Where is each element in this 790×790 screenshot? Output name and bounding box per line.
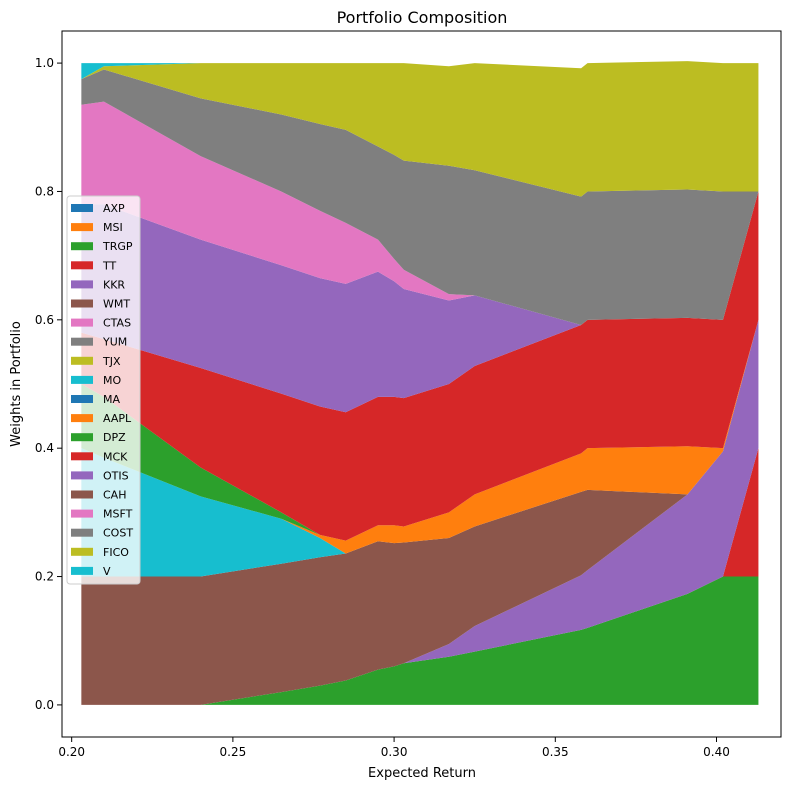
legend-box	[66, 195, 141, 585]
area-mck	[81, 191, 759, 541]
area-wmt	[81, 319, 759, 705]
y-axis-label: Weights in Portfolio	[9, 321, 24, 447]
legend-swatch-v	[71, 566, 93, 575]
legend-swatch-cah	[71, 490, 93, 499]
legend-label-yum: YUM	[102, 336, 127, 349]
x-tick-label: 0.20	[58, 745, 85, 759]
legend-swatch-trgp	[71, 242, 93, 251]
legend-swatch-wmt	[71, 299, 93, 308]
legend-label-cah: CAH	[103, 489, 126, 502]
legend-label-tjx: TJX	[102, 355, 121, 368]
plot-frame	[61, 30, 782, 738]
legend-label-msft: MSFT	[103, 508, 133, 521]
x-tick-label: 0.25	[220, 745, 247, 759]
legend-swatch-mck	[71, 452, 93, 461]
plot-areas	[81, 61, 759, 705]
y-axis: 0.0 0.2 0.4 0.6 0.8 1.0	[35, 56, 62, 712]
legend-swatch-kkr	[71, 280, 93, 289]
area-msft	[81, 101, 759, 325]
legend-label-v: V	[103, 565, 111, 578]
y-tick-label: 0.2	[35, 570, 54, 584]
x-axis-label: Expected Return	[368, 766, 476, 781]
legend-swatch-tt	[71, 261, 93, 270]
legend-label-tt: TT	[102, 259, 117, 272]
x-axis: 0.20 0.25 0.30 0.35 0.40	[58, 737, 730, 759]
legend-label-wmt: WMT	[103, 298, 130, 311]
area-cost	[81, 69, 759, 325]
legend-swatch-cost	[71, 528, 93, 537]
legend-swatch-yum	[71, 337, 93, 346]
legend-swatch-msft	[71, 509, 93, 518]
legend-label-cost: COST	[103, 527, 133, 540]
y-tick-label: 1.0	[35, 56, 54, 70]
area-trgp	[81, 576, 759, 705]
legend-label-kkr: KKR	[103, 278, 125, 291]
x-tick-label: 0.30	[381, 745, 408, 759]
legend-label-ma: MA	[103, 393, 120, 406]
legend-label-msi: MSI	[103, 221, 123, 234]
legend-label-trgp: TRGP	[102, 240, 133, 253]
legend-swatch-ctas	[71, 318, 93, 327]
area-mo	[81, 319, 759, 577]
legend-label-mck: MCK	[103, 450, 128, 463]
legend-label-axp: AXP	[103, 202, 125, 215]
x-tick-label: 0.40	[703, 745, 730, 759]
legend-label-mo: MO	[103, 374, 121, 387]
y-tick-label: 0.6	[35, 313, 54, 327]
legend-label-otis: OTIS	[103, 469, 129, 482]
y-tick-label: 0.4	[35, 441, 54, 455]
legend-swatch-tjx	[71, 356, 93, 365]
legend-swatch-fico	[71, 547, 93, 556]
y-tick-label: 0.8	[35, 184, 54, 198]
legend-label-ctas: CTAS	[103, 317, 131, 330]
legend-label-fico: FICO	[103, 546, 129, 559]
x-tick-label: 0.35	[542, 745, 569, 759]
legend-swatch-axp	[71, 204, 93, 212]
legend-label-dpz: DPZ	[103, 431, 126, 444]
legend-label-aapl: AAPL	[103, 412, 132, 425]
legend-swatch-msi	[71, 223, 93, 232]
legend-swatch-otis	[71, 471, 93, 480]
legend-swatch-ma	[71, 395, 93, 403]
legend-swatch-mo	[71, 375, 93, 384]
area-otis	[81, 191, 759, 413]
legend-swatch-dpz	[71, 433, 93, 442]
chart-title: Portfolio Composition	[337, 8, 508, 27]
legend: AXP MSI TRGP TT KKR WMT CTAS YUM TJX MO MA AAPL DPZ M…	[66, 195, 141, 585]
area-fico	[81, 61, 759, 197]
area-kkr	[81, 319, 759, 705]
legend-swatch-aapl	[71, 414, 93, 423]
y-tick-label: 0.0	[35, 698, 54, 712]
